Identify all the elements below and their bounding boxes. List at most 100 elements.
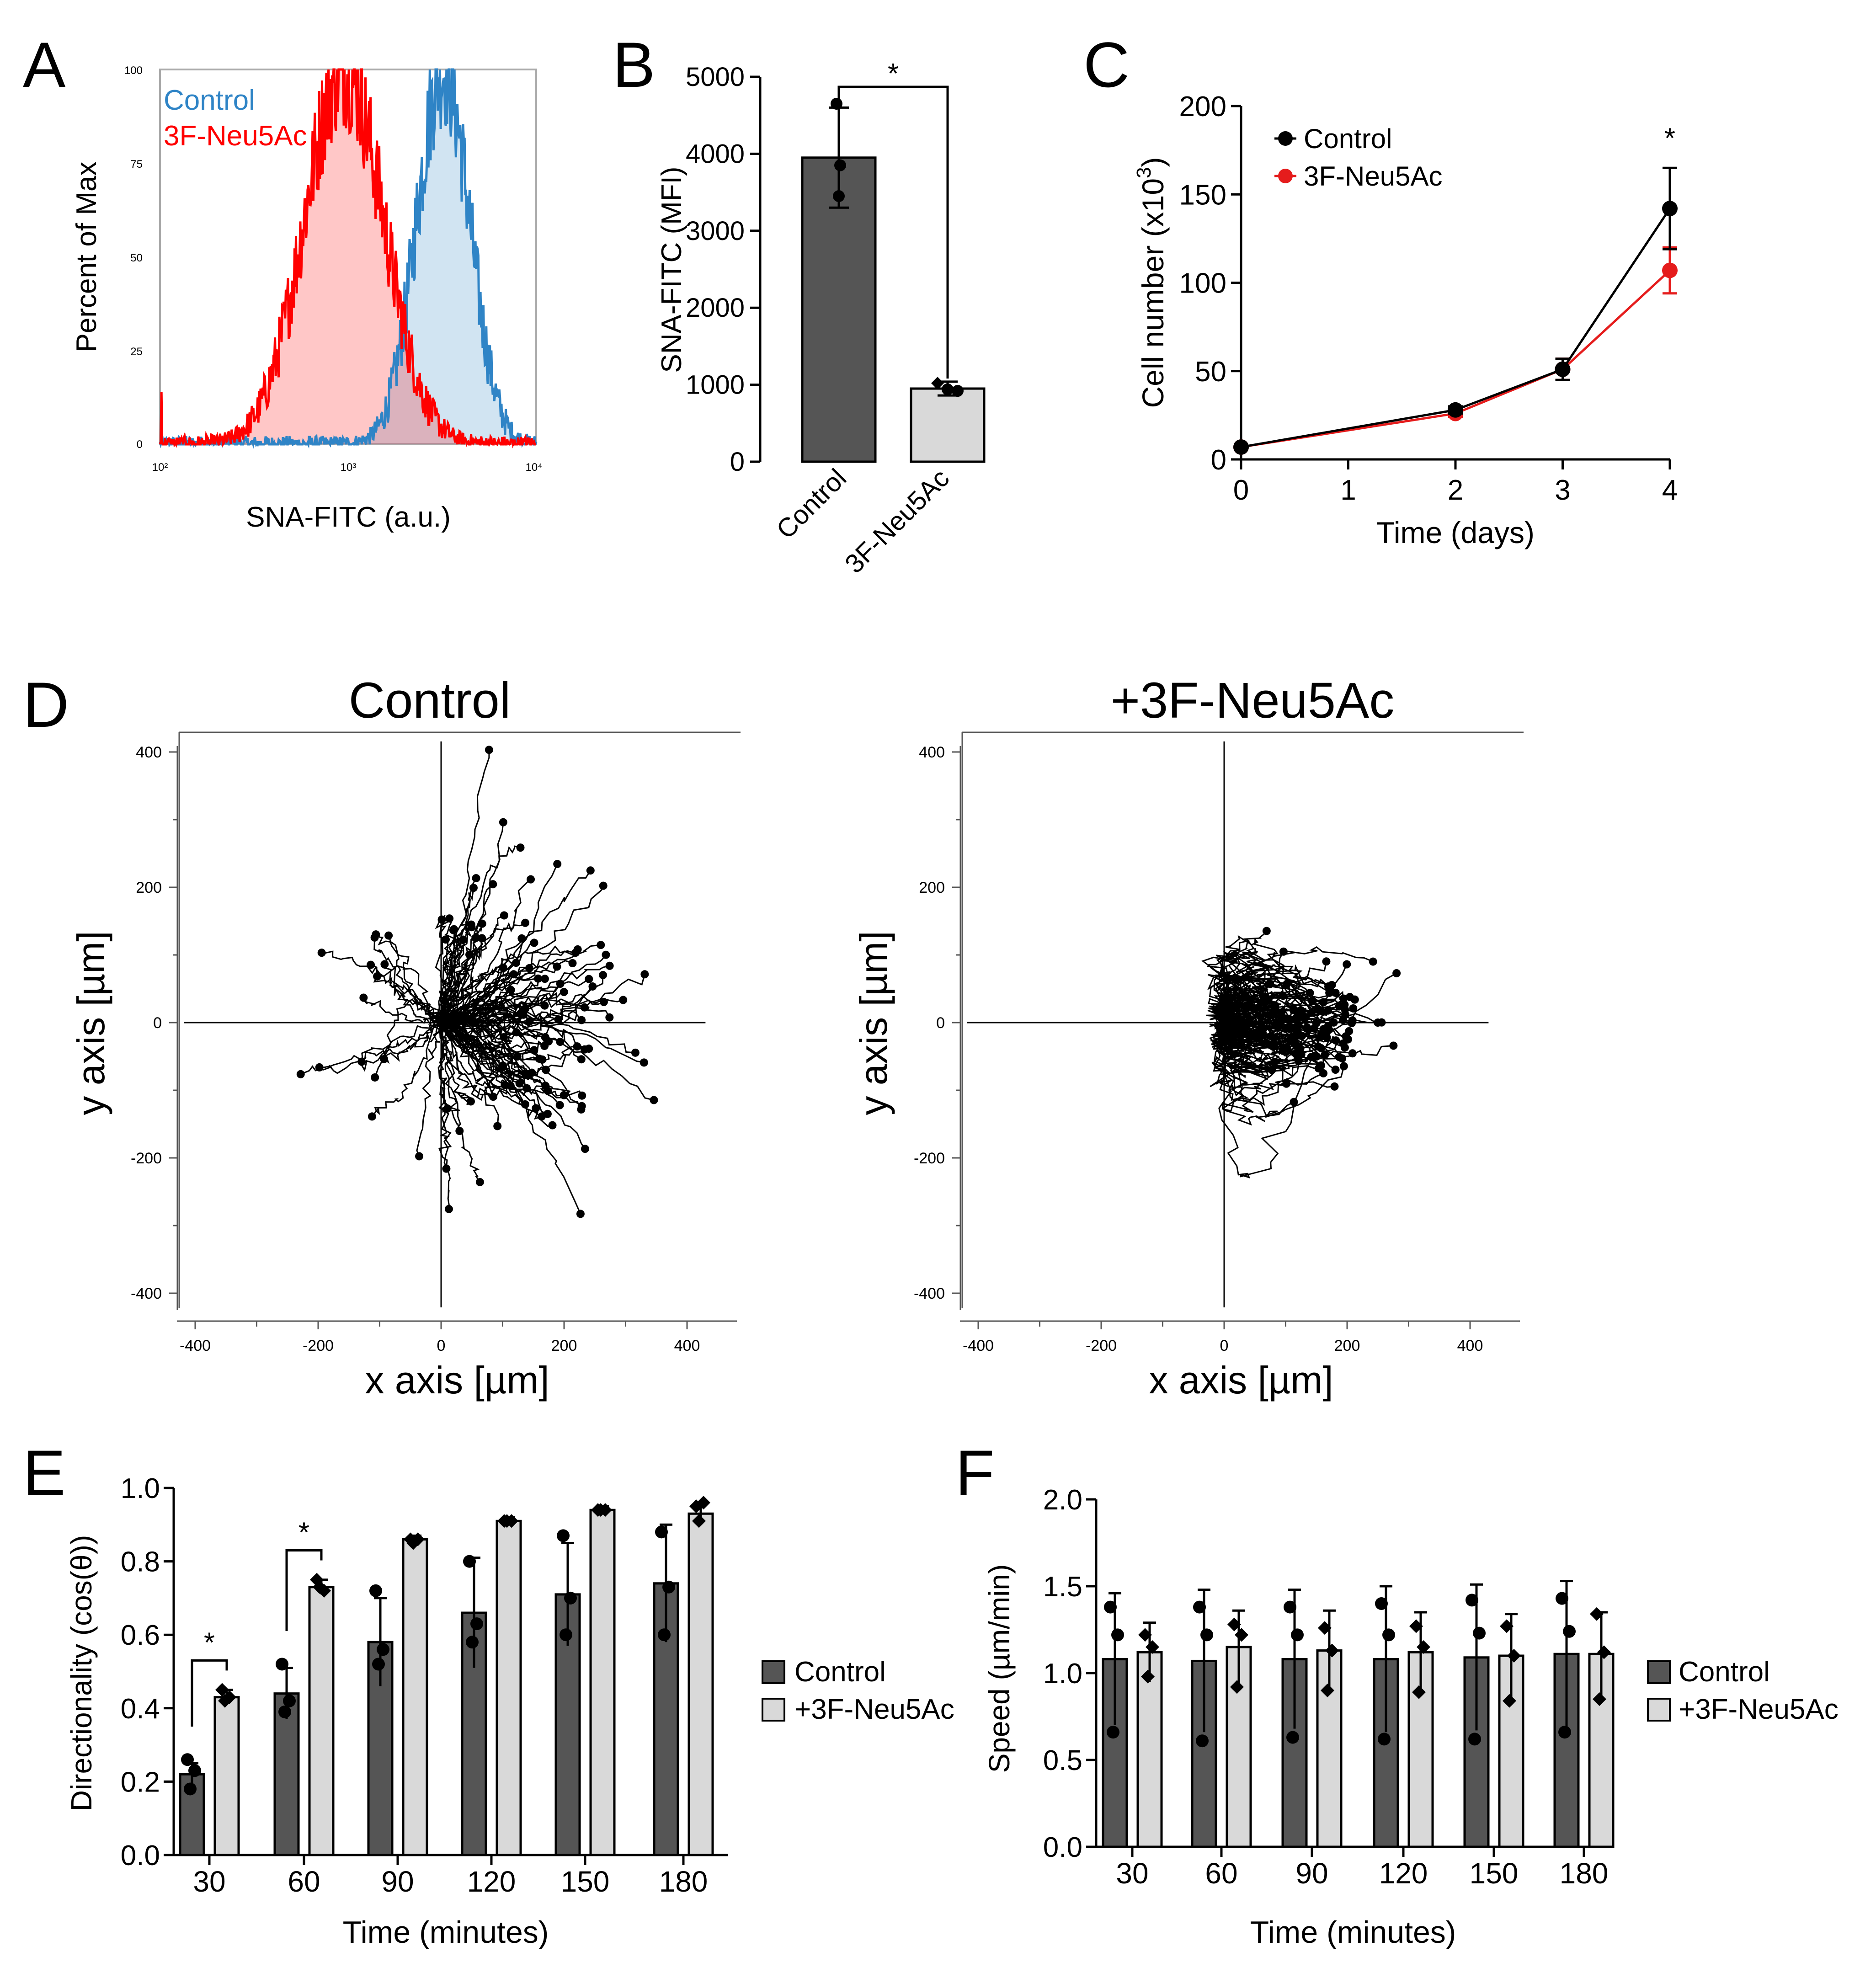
- panel-e-point: [655, 1525, 668, 1539]
- panel-d-ytick-label: -200: [131, 1150, 162, 1167]
- panel-d-track-endpoint: [472, 874, 480, 883]
- panel-f-ytick-label: 0.0: [1043, 1832, 1082, 1863]
- panel-d-track-endpoint: [553, 860, 562, 869]
- panel-a-xtick-10000: 10⁴: [525, 461, 542, 474]
- panel-f-point: [1375, 1597, 1388, 1610]
- panel-d-track-endpoint: [493, 1122, 502, 1130]
- panel-d-track-endpoint: [580, 1045, 589, 1054]
- panel-c-point: [1448, 402, 1463, 418]
- panel-b-point: [952, 385, 964, 397]
- panel-d-track: [440, 942, 534, 1026]
- panel-f-error-bar: [1560, 1580, 1573, 1727]
- panel-f-point: [1235, 1628, 1248, 1642]
- panel-d-xtick-label: -200: [1086, 1337, 1117, 1354]
- panel-d-track-endpoint: [631, 1048, 640, 1057]
- panel-e-bar: [402, 1538, 428, 1856]
- panel-d-track-endpoint: [1331, 1066, 1340, 1074]
- panel-e-xtick-label: 180: [659, 1865, 708, 1898]
- panel-f-point: [1321, 1684, 1334, 1697]
- panel-d-track: [375, 933, 442, 1023]
- panel-d-track-endpoint: [1281, 1014, 1290, 1023]
- panel-d-ytick-label: 0: [936, 1014, 945, 1032]
- panel-d-track-endpoint: [577, 1055, 586, 1064]
- panel-d-track-endpoint: [445, 914, 454, 923]
- panel-d-track: [1218, 1020, 1321, 1179]
- panel-e-point: [658, 1628, 671, 1642]
- panel-letter-a: A: [23, 29, 66, 101]
- panel-e-xtick-label: 90: [381, 1865, 414, 1898]
- panel-d-track-endpoint: [535, 1054, 544, 1063]
- panel-e-significance-bracket: [191, 1659, 228, 1727]
- panel-d-ytick-label: 400: [919, 744, 945, 761]
- panel-d-track-endpoint: [485, 746, 493, 754]
- panel-b-points: [831, 97, 964, 397]
- panel-d-track-endpoint: [371, 1073, 379, 1082]
- panel-d-track: [440, 1023, 473, 1105]
- panel-d-xtick-label: -200: [303, 1337, 334, 1354]
- panel-d-track-endpoint: [1324, 982, 1332, 991]
- panel-f-point: [1107, 1726, 1119, 1739]
- panel-d-track: [361, 1023, 440, 1062]
- panel-f-point: [1590, 1607, 1604, 1621]
- panel-b-ytick-label: 2000: [686, 293, 745, 323]
- panel-d-track-endpoint: [521, 918, 530, 927]
- panel-d-track-endpoint: [455, 1127, 464, 1136]
- panel-d-track-endpoint: [1270, 1058, 1279, 1066]
- panel-f-point: [1468, 1733, 1481, 1746]
- panel-f-error-bar: [1288, 1589, 1301, 1729]
- panel-f-xtick-label: 60: [1205, 1857, 1237, 1890]
- panel-e-point: [500, 1514, 514, 1528]
- panel-f-point: [1382, 1628, 1395, 1642]
- panel-f-error-bar: [1198, 1589, 1210, 1733]
- panel-e-xtick-label: 150: [561, 1865, 610, 1898]
- panel-d-track-endpoint: [499, 818, 507, 826]
- panel-b-ytick-label: 1000: [686, 370, 745, 400]
- panel-d-xtick-label: 0: [1220, 1337, 1229, 1354]
- panel-d-track: [1224, 1021, 1311, 1104]
- panel-f-point: [1318, 1621, 1332, 1635]
- panel-d-track-endpoint: [532, 1104, 540, 1113]
- panel-e-point: [372, 1658, 385, 1671]
- panel-f-point: [1141, 1669, 1155, 1684]
- panel-a-ytick-25: 25: [130, 346, 143, 358]
- panel-d-track-endpoint: [1350, 995, 1359, 1004]
- panel-e-bar: [688, 1512, 714, 1856]
- panel-f-point: [1593, 1692, 1606, 1706]
- panel-d-track-endpoint: [1307, 1008, 1316, 1017]
- panel-c-point: [1555, 361, 1571, 377]
- panel-d-track: [363, 997, 445, 1027]
- panel-d-track-endpoint: [1348, 1018, 1356, 1027]
- panel-c-ytick-label: 50: [1195, 356, 1226, 388]
- panel-d-track: [382, 964, 443, 1024]
- panel-d-track-endpoint: [1283, 1044, 1291, 1053]
- panel-d-track-endpoint: [553, 962, 561, 971]
- panel-d-track-endpoint: [530, 938, 538, 947]
- panel-d-track: [438, 966, 558, 1022]
- panel-f-point: [1500, 1619, 1514, 1633]
- panel-d-track: [1210, 951, 1283, 1021]
- panel-d-track-endpoint: [1290, 1034, 1299, 1042]
- panel-f-point: [1597, 1645, 1611, 1659]
- panel-d-track: [440, 879, 531, 1028]
- panel-d-track-endpoint: [1377, 1018, 1386, 1027]
- panel-c-legend-treated: 3F-Neu5Ac: [1304, 161, 1442, 192]
- panel-d-track-endpoint: [506, 986, 515, 994]
- panel-d-track-endpoint: [1330, 1082, 1339, 1091]
- panel-e-point: [283, 1694, 296, 1707]
- panel-d-control-y-label: y axis [µm]: [69, 931, 112, 1115]
- panel-a-ytick-0: 0: [137, 438, 143, 451]
- panel-d-track-endpoint: [540, 1041, 549, 1050]
- panel-a-treated-histogram: [159, 68, 536, 448]
- panel-e-legend-control-swatch: [762, 1660, 785, 1684]
- panel-e-point: [662, 1580, 675, 1594]
- panel-d-track-endpoint: [1322, 957, 1331, 966]
- panel-f-point: [1466, 1594, 1478, 1607]
- panel-c-point: [1233, 439, 1249, 455]
- panel-d-track: [373, 937, 442, 1021]
- panel-d-track: [1221, 1024, 1315, 1097]
- panel-d-track: [435, 915, 451, 1025]
- panel-c-ytick-label: 100: [1179, 268, 1226, 299]
- panel-e-point: [463, 1555, 476, 1568]
- panel-e-point: [184, 1782, 197, 1796]
- panel-e-point: [697, 1496, 710, 1510]
